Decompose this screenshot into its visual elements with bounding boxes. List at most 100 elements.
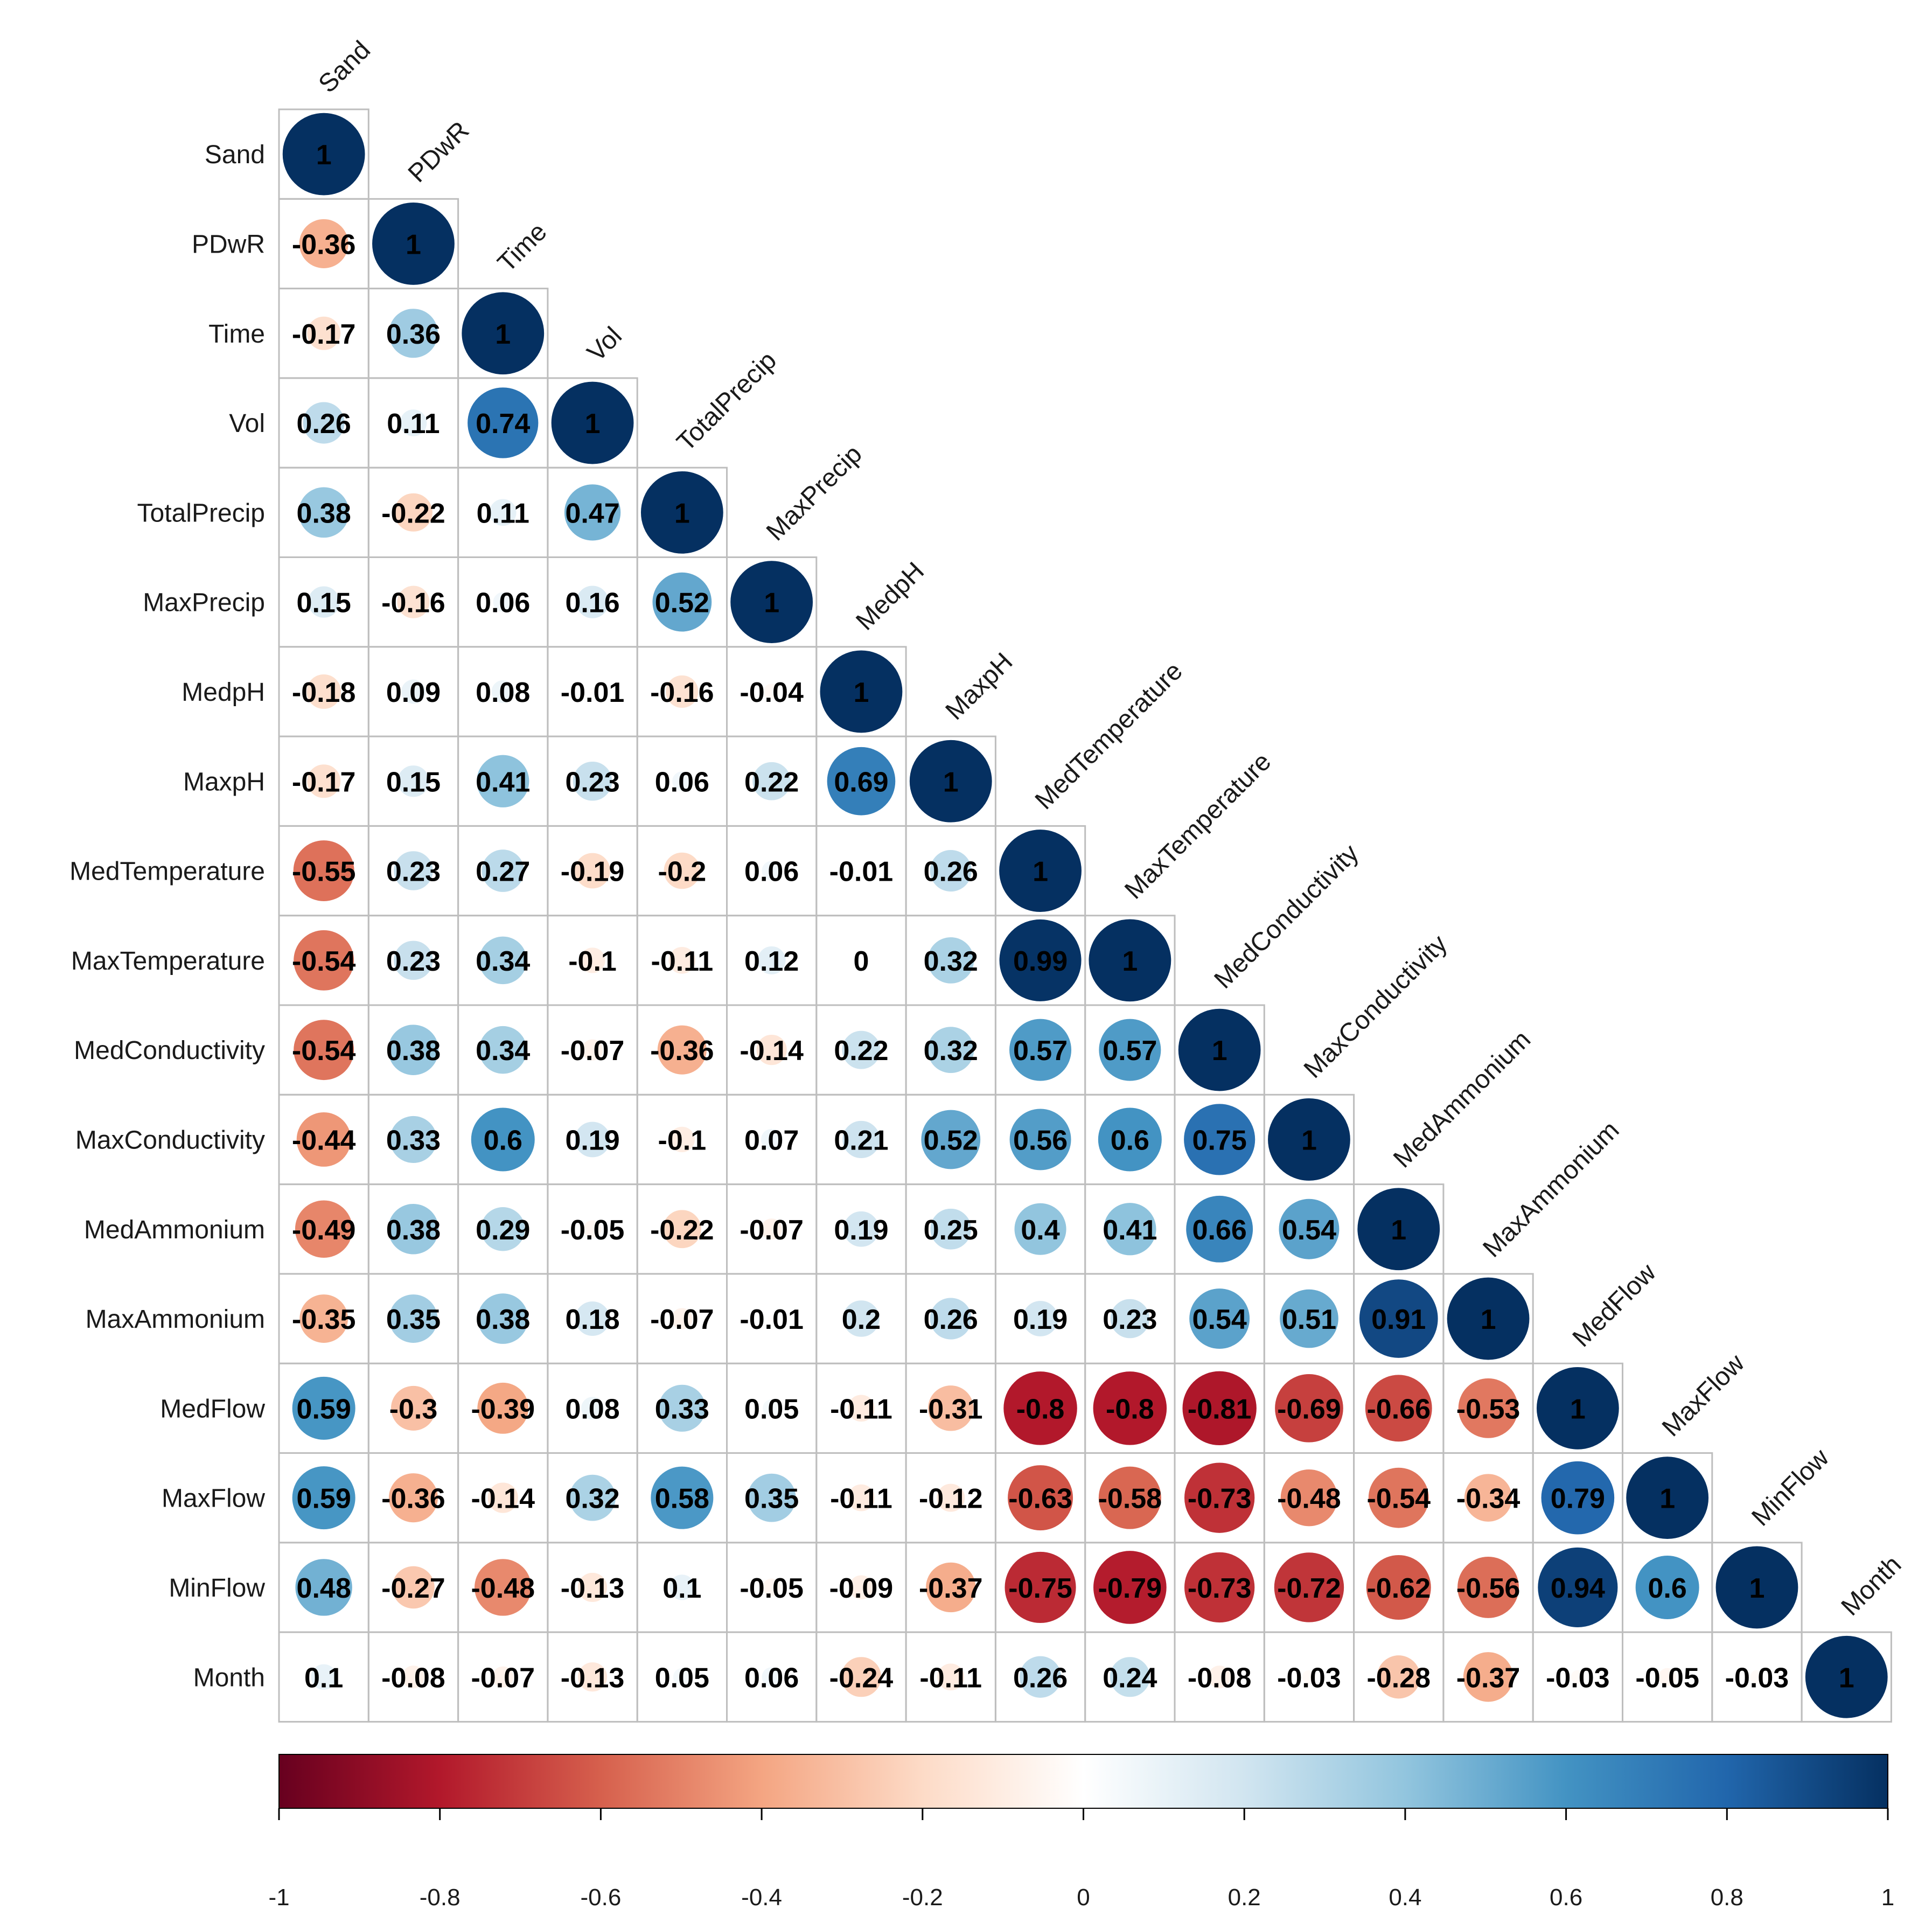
corr-value-MedFlow-Vol: 0.08 xyxy=(565,1394,619,1425)
corr-value-MedFlow-MedAmmonium: -0.66 xyxy=(1366,1394,1431,1425)
row-label-MaxConductivity: MaxConductivity xyxy=(75,1126,265,1154)
corr-circle-MedFlow-MedAmmonium xyxy=(1364,1374,1433,1443)
corr-circle-Month-Month xyxy=(1804,1635,1889,1719)
corr-value-MedpH-Sand: -0.18 xyxy=(292,677,356,708)
corr-value-Month-Sand: 0.1 xyxy=(304,1662,343,1694)
corr-value-Month-TotalPrecip: 0.05 xyxy=(655,1662,709,1694)
corr-circle-MaxPrecip-TotalPrecip xyxy=(651,572,713,633)
corr-value-MaxAmmonium-PDwR: 0.35 xyxy=(386,1304,441,1335)
corr-circle-MedTemperature-Time xyxy=(480,848,525,893)
corr-value-MinFlow-MaxFlow: 0.6 xyxy=(1648,1573,1687,1604)
corr-value-Month-MinFlow: -0.03 xyxy=(1725,1662,1789,1694)
corr-circle-MaxTemperature-MaxPrecip xyxy=(757,945,787,976)
corr-value-MedConductivity-Time: 0.34 xyxy=(476,1035,530,1067)
row-label-MaxPrecip: MaxPrecip xyxy=(143,589,265,617)
corr-value-MedAmmonium-MaxConductivity: 0.54 xyxy=(1282,1215,1336,1246)
corr-value-MaxPrecip-Time: 0.06 xyxy=(476,588,530,619)
corr-value-MaxTemperature-MedpH: 0 xyxy=(853,946,869,977)
row-labels: Sand PDwR Time Vol TotalPrecip MaxPrecip MedpH… xyxy=(69,141,265,1692)
corr-value-MaxPrecip-Vol: 0.16 xyxy=(565,588,619,619)
corr-value-MaxTemperature-TotalPrecip: -0.11 xyxy=(651,946,714,977)
corr-value-Time-Time: 1 xyxy=(495,319,511,350)
corr-circle-MinFlow-MaxTemperature xyxy=(1092,1550,1168,1625)
corr-circle-MinFlow-MaxpH xyxy=(925,1562,977,1613)
corr-circle-MaxConductivity-MedConductivity xyxy=(1183,1103,1256,1176)
corr-value-MedTemperature-Sand: -0.55 xyxy=(292,856,356,888)
corr-value-Month-MaxPrecip: 0.06 xyxy=(744,1662,799,1694)
column-label-MaxpH: MaxpH xyxy=(940,647,1019,726)
corr-value-MaxAmmonium-MaxpH: 0.26 xyxy=(924,1304,978,1335)
corr-circle-Sand-Sand xyxy=(282,112,366,197)
corr-circle-MaxpH-Sand xyxy=(306,763,341,799)
corr-value-MaxFlow-MaxConductivity: -0.48 xyxy=(1277,1483,1341,1515)
corr-value-MaxTemperature-Time: 0.34 xyxy=(476,946,530,977)
corr-circle-MedConductivity-MedConductivity xyxy=(1177,1008,1262,1092)
row-label-Vol: Vol xyxy=(229,409,265,438)
corr-value-MaxFlow-Time: -0.14 xyxy=(471,1483,535,1515)
corr-circle-Month-TotalPrecip xyxy=(672,1667,692,1687)
column-label-MedTemperature: MedTemperature xyxy=(1030,657,1188,815)
corr-circle-MedpH-MedpH xyxy=(819,650,903,734)
corr-value-Month-MedpH: -0.24 xyxy=(829,1662,894,1694)
corr-circle-MaxFlow-Sand xyxy=(291,1465,357,1530)
corr-value-MaxpH-PDwR: 0.15 xyxy=(386,767,441,798)
row-label-MedFlow: MedFlow xyxy=(160,1395,265,1423)
corr-circle-MinFlow-MaxFlow xyxy=(1635,1555,1700,1620)
corr-value-MedpH-MaxPrecip: -0.04 xyxy=(740,677,804,708)
row-label-MedTemperature: MedTemperature xyxy=(69,858,265,886)
grid-cell xyxy=(1801,1631,1892,1723)
corr-value-MedFlow-MedFlow: 1 xyxy=(1570,1394,1586,1425)
corr-value-MaxAmmonium-TotalPrecip: -0.07 xyxy=(650,1304,714,1335)
corr-circle-MaxConductivity-MaxpH xyxy=(920,1109,981,1170)
corr-circle-Vol-Sand xyxy=(302,401,346,445)
corr-circle-MinFlow-MaxAmmonium xyxy=(1456,1556,1520,1619)
corr-circle-MaxTemperature-MedTemperature xyxy=(999,918,1083,1002)
corr-circle-MedFlow-PDwR xyxy=(390,1385,437,1432)
row-label-MaxpH: MaxpH xyxy=(183,768,265,796)
corr-value-Month-MaxAmmonium: -0.37 xyxy=(1456,1662,1521,1694)
corr-value-MedpH-Vol: -0.01 xyxy=(561,677,625,708)
corr-circle-MedConductivity-PDwR xyxy=(387,1023,440,1076)
corr-value-MinFlow-MaxPrecip: -0.05 xyxy=(740,1573,804,1604)
corr-value-MaxConductivity-Time: 0.6 xyxy=(484,1125,522,1156)
corr-circle-MaxFlow-MedConductivity xyxy=(1183,1461,1256,1534)
corr-circle-MaxFlow-MaxPrecip xyxy=(747,1473,797,1523)
corr-value-MedAmmonium-Sand: -0.49 xyxy=(292,1215,356,1246)
corr-circle-MedTemperature-Vol xyxy=(574,852,611,889)
corr-circle-MaxFlow-MedFlow xyxy=(1540,1460,1615,1535)
corr-circle-MaxConductivity-Time xyxy=(470,1106,536,1172)
corr-value-TotalPrecip-Sand: 0.38 xyxy=(297,498,351,529)
corr-value-MaxFlow-TotalPrecip: 0.58 xyxy=(655,1483,709,1515)
row-label-PDwR: PDwR xyxy=(192,230,265,259)
corr-circle-MaxTemperature-PDwR xyxy=(393,940,434,981)
corr-circle-MedpH-TotalPrecip xyxy=(665,674,699,709)
corr-value-MedAmmonium-MedConductivity: 0.66 xyxy=(1192,1215,1247,1246)
corr-value-Time-PDwR: 0.36 xyxy=(386,319,441,350)
row-label-MinFlow: MinFlow xyxy=(169,1574,265,1602)
colorbar-tick-label: 0 xyxy=(1077,1884,1090,1911)
corr-value-MedConductivity-MaxPrecip: -0.14 xyxy=(740,1035,804,1067)
corr-circle-MedAmmonium-MedpH xyxy=(842,1210,880,1248)
column-label-MinFlow: MinFlow xyxy=(1746,1444,1835,1532)
corr-value-MedConductivity-MedpH: 0.22 xyxy=(834,1035,888,1067)
corr-value-MaxConductivity-MedpH: 0.21 xyxy=(834,1125,888,1156)
corr-circle-MedTemperature-PDwR xyxy=(393,850,434,891)
corr-value-MaxAmmonium-MedAmmonium: 0.91 xyxy=(1371,1304,1426,1335)
corr-value-MedAmmonium-PDwR: 0.38 xyxy=(386,1215,441,1246)
corr-value-MedFlow-Sand: 0.59 xyxy=(297,1394,351,1425)
column-label-MaxFlow: MaxFlow xyxy=(1657,1349,1750,1442)
corr-value-MinFlow-MaxpH: -0.37 xyxy=(919,1573,983,1604)
corr-circle-MaxFlow-MedpH xyxy=(847,1483,876,1512)
corr-circle-MedConductivity-Vol xyxy=(581,1038,604,1062)
corr-value-MinFlow-Time: -0.48 xyxy=(471,1573,535,1604)
corr-circle-MaxpH-MaxPrecip xyxy=(751,761,792,802)
corr-circle-MedAmmonium-Time xyxy=(480,1206,526,1252)
corr-value-MedAmmonium-MaxPrecip: -0.07 xyxy=(740,1215,804,1246)
corr-value-MedAmmonium-Vol: -0.05 xyxy=(561,1215,625,1246)
column-label-PDwR: PDwR xyxy=(403,116,475,188)
corr-circle-MaxTemperature-TotalPrecip xyxy=(668,946,696,975)
corr-circle-MedFlow-Vol xyxy=(580,1396,605,1420)
row-label-Time: Time xyxy=(208,320,265,349)
column-label-Sand: Sand xyxy=(313,36,376,99)
corr-value-MinFlow-MedConductivity: -0.73 xyxy=(1188,1573,1252,1604)
